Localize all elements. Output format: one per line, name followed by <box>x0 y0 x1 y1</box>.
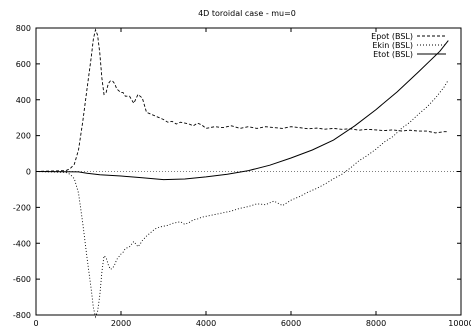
y-tick-label: 600 <box>16 60 31 69</box>
y-tick-label: -400 <box>13 239 31 248</box>
legend-label-etot: Etot (BSL) <box>373 50 413 59</box>
x-tick-label: 2000 <box>111 319 131 328</box>
x-tick-label: 0 <box>33 319 38 328</box>
y-tick-label: 200 <box>16 132 31 141</box>
y-tick-label: 400 <box>16 96 31 105</box>
etot-series-line <box>35 40 449 181</box>
x-tick-label: 8000 <box>366 319 386 328</box>
series-layer <box>35 28 449 319</box>
x-tick-label: 10000 <box>448 319 471 328</box>
y-tick-label: -600 <box>13 275 31 284</box>
x-tick-label: 4000 <box>196 319 216 328</box>
y-tick-label: -800 <box>13 311 31 320</box>
y-tick-label: 800 <box>16 24 31 33</box>
legend-label-ekin: Ekin (BSL) <box>372 41 413 50</box>
legend: Epot (BSL) Ekin (BSL) Etot (BSL) <box>371 32 446 59</box>
plot-area <box>35 27 462 316</box>
y-tick-label: -200 <box>13 203 31 212</box>
y-tick-label: 0 <box>26 168 31 177</box>
axis-ticks: 0 2000 4000 6000 8000 10000 -800 -600 -400 -200 0 2… <box>13 24 471 328</box>
chart-title: 4D toroidal case - mu=0 <box>198 9 296 18</box>
x-tick-label: 6000 <box>281 319 301 328</box>
legend-label-epot: Epot (BSL) <box>371 32 413 41</box>
ekin-series-line <box>35 79 449 319</box>
